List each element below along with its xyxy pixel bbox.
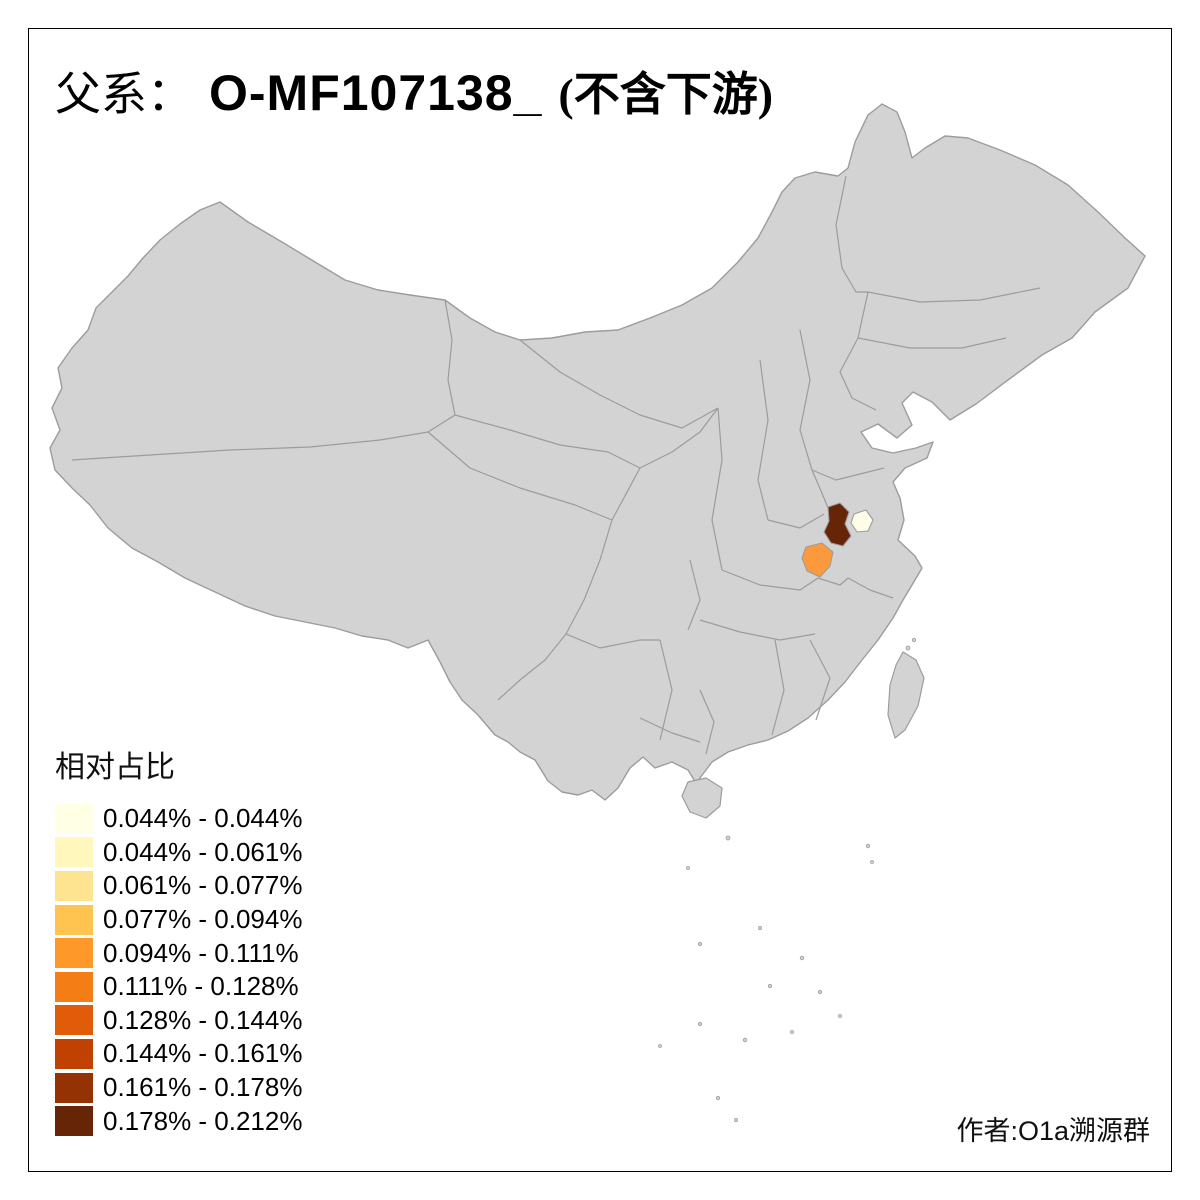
- legend-label: 0.161% - 0.178%: [103, 1072, 303, 1103]
- legend-label: 0.077% - 0.094%: [103, 904, 303, 935]
- haplogroup-id: O-MF107138_: [209, 65, 543, 121]
- legend-label: 0.144% - 0.161%: [103, 1038, 303, 1069]
- legend-item: 0.161% - 0.178%: [55, 1071, 302, 1105]
- legend-label: 0.044% - 0.044%: [103, 803, 303, 834]
- legend-label: 0.111% - 0.128%: [103, 971, 299, 1002]
- legend-item: 0.044% - 0.044%: [55, 802, 302, 836]
- legend-swatch: [55, 904, 93, 935]
- highlight-region-orange: [801, 542, 834, 578]
- legend-swatch: [55, 803, 93, 834]
- legend-item: 0.144% - 0.161%: [55, 1037, 302, 1071]
- legend-label: 0.178% - 0.212%: [103, 1105, 303, 1136]
- legend-swatch: [55, 938, 93, 969]
- author-credit: 作者:O1a溯源群: [956, 1116, 1150, 1146]
- legend-label: 0.044% - 0.061%: [103, 836, 303, 867]
- legend: 相对占比 0.044% - 0.044% 0.044% - 0.061% 0.0…: [55, 742, 302, 1138]
- legend-item: 0.094% - 0.111%: [55, 936, 302, 970]
- province-borders: [71, 175, 1041, 755]
- small-islands: [658, 638, 917, 1123]
- legend-item: 0.128% - 0.144%: [55, 1004, 302, 1038]
- legend-swatch: [55, 1038, 93, 1069]
- legend-swatch: [55, 971, 93, 1002]
- legend-swatch: [55, 870, 93, 901]
- legend-item: 0.111% - 0.128%: [55, 970, 302, 1004]
- page-title: 父系： O-MF107138_ (不含下游): [55, 58, 773, 124]
- highlight-region-pale: [850, 509, 874, 533]
- legend-swatch: [55, 837, 93, 868]
- legend-title: 相对占比: [55, 751, 175, 784]
- legend-item: 0.077% - 0.094%: [55, 903, 302, 937]
- highlight-region-darkest: [823, 502, 852, 547]
- legend-item: 0.178% - 0.212%: [55, 1104, 302, 1138]
- title-suffix: (不含下游): [558, 69, 774, 120]
- mainland-outline: [49, 103, 1146, 801]
- legend-item: 0.061% - 0.077%: [55, 869, 302, 903]
- legend-swatch: [55, 1072, 93, 1103]
- hainan-island: [681, 777, 723, 819]
- taiwan-island: [887, 651, 925, 739]
- legend-swatch: [55, 1005, 93, 1036]
- title-prefix: 父系：: [55, 69, 193, 120]
- legend-label: 0.094% - 0.111%: [103, 937, 299, 968]
- legend-swatch: [55, 1106, 93, 1137]
- legend-item: 0.044% - 0.061%: [55, 836, 302, 870]
- legend-label: 0.128% - 0.144%: [103, 1004, 303, 1035]
- legend-label: 0.061% - 0.077%: [103, 870, 303, 901]
